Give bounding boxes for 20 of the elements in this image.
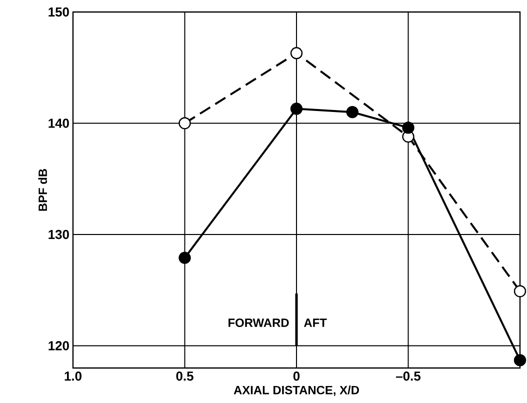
point xyxy=(402,122,414,134)
y-tick-label: 150 xyxy=(48,7,69,17)
x-tick-label: 0.5 xyxy=(176,372,194,381)
point xyxy=(290,102,303,115)
y-tick-label: 120 xyxy=(48,341,69,350)
y-tick-label: 130 xyxy=(48,230,69,240)
point xyxy=(290,47,303,60)
y-axis-title: BPF dB xyxy=(38,168,48,211)
annotation: AFT xyxy=(304,318,327,327)
point xyxy=(514,354,526,366)
point xyxy=(178,117,191,130)
point xyxy=(514,285,526,298)
x-axis-title: AXIAL DISTANCE, X/D xyxy=(234,386,359,396)
annotation: FORWARD xyxy=(228,318,289,327)
point xyxy=(178,252,191,264)
x-tick-label: 0 xyxy=(293,372,300,381)
x-tick-label: –0.5 xyxy=(396,372,420,381)
x-tick-label: 1.0 xyxy=(64,372,82,381)
y-tick-label: 140 xyxy=(48,118,69,128)
point xyxy=(346,106,358,118)
